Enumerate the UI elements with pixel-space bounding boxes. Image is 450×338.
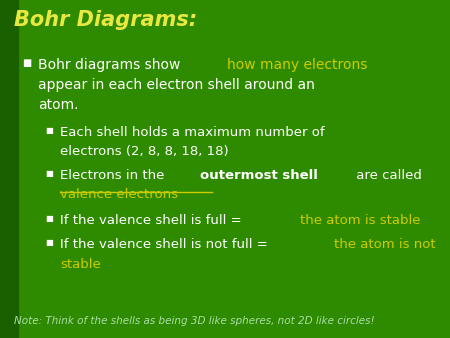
Text: ■: ■ (45, 238, 53, 247)
Text: ■: ■ (45, 214, 53, 223)
Text: If the valence shell is full =: If the valence shell is full = (60, 214, 246, 227)
Text: how many electrons: how many electrons (227, 58, 368, 72)
Text: outermost shell: outermost shell (200, 169, 318, 182)
Text: are called: are called (352, 169, 422, 182)
Text: the atom is not: the atom is not (333, 238, 435, 251)
Text: electrons (2, 8, 8, 18, 18): electrons (2, 8, 8, 18, 18) (60, 145, 229, 158)
Text: Bohr diagrams show: Bohr diagrams show (38, 58, 185, 72)
Polygon shape (0, 0, 18, 338)
Text: the atom is stable: the atom is stable (300, 214, 420, 227)
Text: stable: stable (60, 258, 101, 271)
Text: ■: ■ (45, 126, 53, 135)
Text: appear in each electron shell around an: appear in each electron shell around an (38, 78, 315, 92)
Text: If the valence shell is not full =: If the valence shell is not full = (60, 238, 272, 251)
Text: ■: ■ (45, 169, 53, 178)
Text: atom.: atom. (38, 98, 78, 112)
Text: Electrons in the: Electrons in the (60, 169, 169, 182)
Text: ■: ■ (22, 58, 31, 68)
Text: Note: Think of the shells as being 3D like spheres, not 2D like circles!: Note: Think of the shells as being 3D li… (14, 316, 374, 326)
Text: valence electrons: valence electrons (60, 188, 178, 201)
Text: Each shell holds a maximum number of: Each shell holds a maximum number of (60, 126, 324, 139)
Text: Bohr Diagrams:: Bohr Diagrams: (14, 10, 197, 30)
